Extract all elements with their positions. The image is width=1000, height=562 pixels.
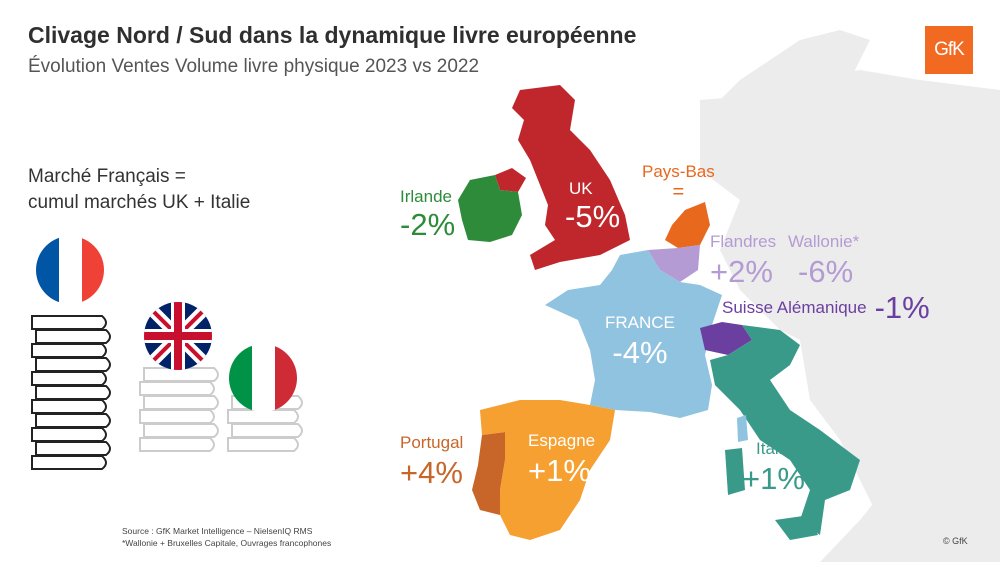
label-italie: Italie +1% <box>742 439 805 494</box>
book <box>31 343 107 358</box>
label-wallonie-name: Wallonie* <box>788 232 860 251</box>
source-line: Source : GfK Market Intelligence – Niels… <box>122 526 313 536</box>
book <box>227 409 299 424</box>
region-sicily <box>775 515 818 540</box>
uk-book-stack <box>139 367 219 452</box>
label-france-value: -4% <box>612 335 668 370</box>
book <box>143 395 219 410</box>
label-paysbas-name: Pays-Bas <box>642 162 715 181</box>
market-note: Marché Français = cumul marchés UK + Ita… <box>28 164 250 216</box>
region-uk <box>512 85 630 270</box>
label-suisse-name: Suisse Alémanique <box>722 298 867 317</box>
book <box>35 329 111 344</box>
label-flandres-name: Flandres <box>710 232 777 251</box>
label-paysbas-value: = <box>672 181 685 203</box>
book <box>31 315 107 330</box>
label-france: FRANCE -4% <box>605 314 675 368</box>
label-irlande-value: -2% <box>400 207 456 242</box>
book <box>31 399 107 414</box>
label-wallonie-value: -6% <box>798 254 854 289</box>
region-suisse <box>700 322 752 355</box>
market-note-line1: Marché Français = <box>28 166 186 187</box>
label-uk-value: -5% <box>565 199 621 234</box>
page-subtitle: Évolution Ventes Volume livre physique 2… <box>28 56 480 77</box>
page-title: Clivage Nord / Sud dans la dynamique liv… <box>28 22 637 48</box>
region-belgique <box>648 245 700 282</box>
label-suisse-value: -1% <box>874 290 930 325</box>
label-irlande-name: Irlande <box>400 187 452 206</box>
region-corsica <box>737 415 748 442</box>
book <box>35 385 111 400</box>
label-uk-name: UK <box>569 179 593 198</box>
book <box>35 357 111 372</box>
book <box>35 441 111 456</box>
book <box>231 423 303 438</box>
label-portugal-value: +4% <box>400 455 463 490</box>
book <box>31 455 107 470</box>
market-note-line2: cumul marchés UK + Italie <box>28 192 251 213</box>
region-france <box>545 250 722 418</box>
label-espagne: Espagne +1% <box>528 432 595 486</box>
label-wallonie: Wallonie* -6% <box>788 233 859 287</box>
label-italie-value: +1% <box>742 461 805 496</box>
label-espagne-value: +1% <box>528 453 591 488</box>
book <box>35 413 111 428</box>
france-flag <box>36 236 104 304</box>
france-book-stack <box>31 315 111 470</box>
label-flandres: Flandres +2% <box>710 233 776 287</box>
book <box>143 423 219 438</box>
region-northern-ireland <box>495 168 526 192</box>
gfk-logo: GfK <box>925 26 973 74</box>
label-uk: UK -5% <box>565 180 620 232</box>
book <box>143 367 219 382</box>
uk-flag <box>144 302 212 370</box>
background-scandinavia <box>720 30 870 125</box>
label-france-name: FRANCE <box>605 313 675 332</box>
region-sardinia <box>725 448 745 495</box>
background-balkans <box>800 330 1000 562</box>
book <box>31 371 107 386</box>
italie-flag <box>229 344 297 412</box>
label-irlande: Irlande -2% <box>400 188 455 240</box>
book <box>31 427 107 442</box>
source-note: Source : GfK Market Intelligence – Niels… <box>122 525 331 549</box>
label-suisse: Suisse Alémanique -1% <box>722 292 930 323</box>
book <box>227 437 299 452</box>
copyright: © GfK <box>943 536 968 546</box>
label-flandres-value: +2% <box>710 254 773 289</box>
region-portugal <box>472 432 505 515</box>
label-espagne-name: Espagne <box>528 431 596 450</box>
label-italie-name: Italie <box>756 439 792 458</box>
region-italie <box>710 325 860 535</box>
region-espagne <box>480 400 615 540</box>
region-paysbas <box>665 202 710 248</box>
book <box>139 409 215 424</box>
label-portugal: Portugal +4% <box>400 434 463 488</box>
region-irlande <box>458 175 522 242</box>
label-portugal-name: Portugal <box>400 433 464 452</box>
book <box>139 437 215 452</box>
footnote-line: *Wallonie + Bruxelles Capitale, Ouvrages… <box>122 538 332 548</box>
label-paysbas: Pays-Bas = <box>642 163 715 202</box>
book <box>139 381 215 396</box>
